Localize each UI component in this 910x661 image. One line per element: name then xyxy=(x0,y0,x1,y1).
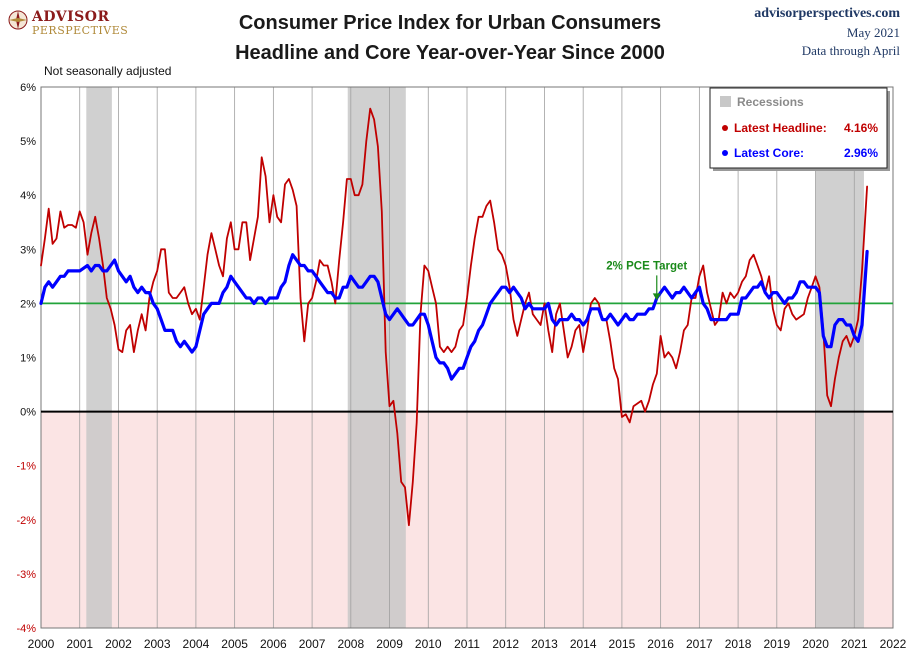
legend-core-label: Latest Core: xyxy=(734,146,804,160)
logo-text-advisor: ADVISOR xyxy=(32,9,110,25)
target-label: 2% PCE Target xyxy=(606,260,687,272)
negative-region xyxy=(41,411,893,628)
recession-band xyxy=(347,87,406,628)
x-tick-label: 2011 xyxy=(454,637,480,651)
x-tick-label: 2002 xyxy=(105,637,132,651)
legend-shadow xyxy=(713,91,890,171)
y-tick-label: 6% xyxy=(20,82,36,94)
x-tick-label: 2016 xyxy=(647,637,674,651)
x-tick-label: 2013 xyxy=(531,637,558,651)
x-tick-label: 2014 xyxy=(570,637,597,651)
source-date: May 2021 xyxy=(846,25,900,40)
y-tick-label: 0% xyxy=(20,407,36,419)
legend-recessions-label: Recessions xyxy=(737,95,804,109)
legend-box xyxy=(709,87,888,169)
x-tick-label: 2017 xyxy=(686,637,713,651)
x-tick-label: 2003 xyxy=(144,637,171,651)
legend-headline-label: Latest Headline: xyxy=(734,121,827,135)
x-tick-label: 2000 xyxy=(28,637,55,651)
chart-title-line1: Consumer Price Index for Urban Consumers xyxy=(238,12,662,34)
x-tick-label: 2012 xyxy=(492,637,519,651)
x-tick-label: 2007 xyxy=(299,637,326,651)
x-tick-label: 2022 xyxy=(880,637,907,651)
logo[interactable]: ADVISOR PERSPECTIVES xyxy=(8,6,148,40)
target-arrow-head xyxy=(652,293,661,301)
x-tick-label: 2018 xyxy=(725,637,752,651)
recession-band xyxy=(815,87,864,628)
x-tick-label: 2010 xyxy=(415,637,442,651)
legend-headline-marker xyxy=(722,125,728,131)
plot-area xyxy=(41,87,893,628)
legend-core-marker xyxy=(722,150,728,156)
x-tick-label: 2008 xyxy=(337,637,364,651)
recession-band xyxy=(86,87,112,628)
x-tick-label: 2006 xyxy=(260,637,287,651)
compass-rose-icon xyxy=(8,10,28,30)
x-tick-label: 2019 xyxy=(763,637,790,651)
x-tick-label: 2015 xyxy=(609,637,636,651)
x-tick-label: 2020 xyxy=(802,637,829,651)
y-tick-label: 3% xyxy=(20,244,36,256)
y-tick-label: -2% xyxy=(16,515,36,527)
y-tick-label: -3% xyxy=(16,569,36,581)
headline-series-line xyxy=(40,107,868,527)
legend-recession-swatch xyxy=(720,96,731,107)
y-tick-label: 5% xyxy=(20,136,36,148)
chart-title-line2: Headline and Core Year-over-Year Since 2… xyxy=(235,42,665,64)
x-tick-label: 2004 xyxy=(183,637,210,651)
x-tick-label: 2009 xyxy=(376,637,403,651)
x-tick-label: 2021 xyxy=(841,637,868,651)
core-series-line xyxy=(39,249,869,381)
source-site[interactable]: advisorperspectives.com xyxy=(754,6,900,21)
y-tick-label: -4% xyxy=(16,623,36,635)
legend-headline-value: 4.16% xyxy=(844,121,878,135)
legend-core-value: 2.96% xyxy=(844,146,878,160)
adjustment-note: Not seasonally adjusted xyxy=(44,64,172,78)
y-tick-label: 1% xyxy=(20,353,36,365)
plot-border xyxy=(40,86,894,629)
source-note: Data through April xyxy=(801,43,900,58)
y-tick-label: 4% xyxy=(20,190,36,202)
y-tick-label: 2% xyxy=(20,298,36,310)
logo-text-perspectives: PERSPECTIVES xyxy=(32,24,129,37)
x-tick-label: 2005 xyxy=(221,637,248,651)
y-tick-label: -1% xyxy=(16,461,36,473)
x-tick-label: 2001 xyxy=(66,637,93,651)
